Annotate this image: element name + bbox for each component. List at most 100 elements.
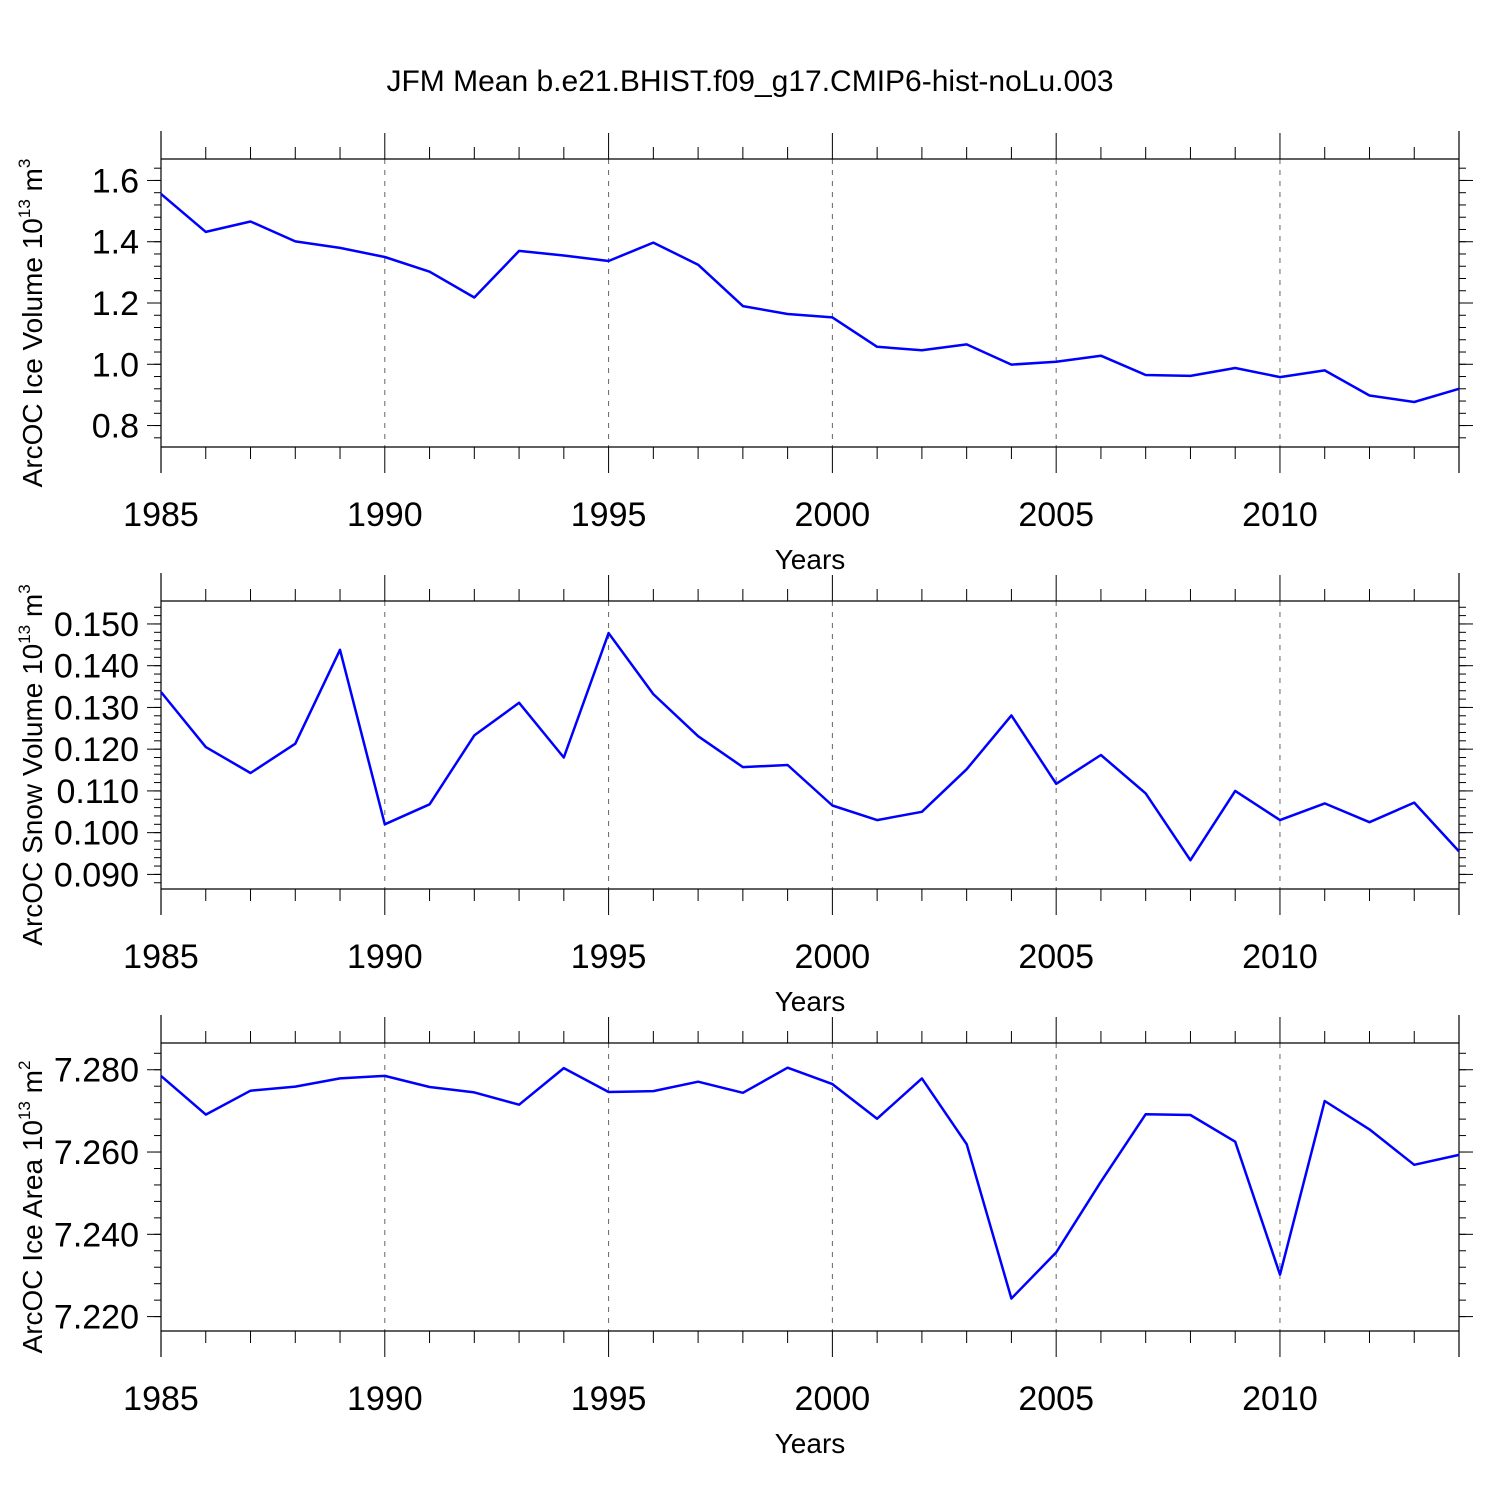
- data-point-snow: [204, 745, 208, 749]
- data-point-snow: [383, 822, 387, 826]
- x-tick-label: 2010: [1242, 1380, 1318, 1418]
- data-point-volume: [1233, 366, 1237, 370]
- x-tick-label: 2005: [1018, 938, 1094, 976]
- data-point-area: [472, 1090, 476, 1094]
- data-point-area: [1054, 1250, 1058, 1254]
- y-tick-label: 0.110: [56, 773, 139, 811]
- data-point-area: [338, 1076, 342, 1080]
- data-point-snow: [249, 771, 253, 775]
- data-point-snow: [875, 818, 879, 822]
- data-point-volume: [338, 246, 342, 250]
- y-tick-label: 0.100: [54, 815, 139, 853]
- data-point-snow: [1457, 849, 1461, 853]
- data-point-snow: [1233, 789, 1237, 793]
- data-point-area: [1099, 1180, 1103, 1184]
- data-point-snow: [830, 804, 834, 808]
- series-line-area: [160, 1066, 1460, 1300]
- x-tick-label: 2005: [1018, 1380, 1094, 1418]
- y-tick-label: 0.140: [54, 648, 139, 686]
- x-tick-label: 1985: [123, 1380, 199, 1418]
- data-point-area: [830, 1082, 834, 1086]
- data-point-volume: [875, 345, 879, 349]
- data-point-snow: [1054, 782, 1058, 786]
- x-tick-label: 1985: [123, 496, 199, 534]
- data-point-area: [204, 1113, 208, 1117]
- data-point-area: [1188, 1113, 1192, 1117]
- data-point-snow: [1188, 858, 1192, 862]
- data-point-volume: [517, 249, 521, 253]
- x-tick-label: 2010: [1242, 496, 1318, 534]
- x-tick-label: 2005: [1018, 496, 1094, 534]
- data-point-area: [1278, 1273, 1282, 1277]
- data-point-area: [696, 1080, 700, 1084]
- data-point-volume: [786, 312, 790, 316]
- y-tick-label: 1.6: [92, 162, 139, 200]
- data-point-area: [920, 1076, 924, 1080]
- x-tick-label: 2000: [795, 496, 871, 534]
- y-tick-label: 1.0: [92, 346, 139, 384]
- y-tick-label: 7.240: [54, 1216, 139, 1254]
- data-point-area: [159, 1074, 163, 1078]
- data-point-volume: [965, 342, 969, 346]
- data-point-volume: [1054, 360, 1058, 364]
- data-point-volume: [1323, 368, 1327, 372]
- data-point-volume: [1099, 354, 1103, 358]
- data-point-area: [1009, 1296, 1013, 1300]
- y-tick-label: 1.4: [92, 224, 139, 262]
- data-point-volume: [1367, 394, 1371, 398]
- data-point-volume: [830, 315, 834, 319]
- x-tick-label: 1990: [347, 1380, 423, 1418]
- data-point-volume: [204, 230, 208, 234]
- data-point-snow: [1278, 818, 1282, 822]
- y-axis-label: ArcOC Ice Area 1013 m2: [15, 1061, 48, 1354]
- panels: 0.8 1.0 1.2 1.4 1.6 1985 1990 1995 2000 2005 2010 Y…: [15, 131, 1473, 1459]
- data-point-snow: [1009, 713, 1013, 717]
- panel-volume: 0.8 1.0 1.2 1.4 1.6 1985 1990 1995 2000 2005 2010 Y…: [15, 131, 1473, 575]
- data-point-snow: [159, 690, 163, 694]
- data-point-area: [517, 1103, 521, 1107]
- y-tick-label: 0.8: [92, 408, 139, 446]
- y-tick-label: 0.130: [54, 689, 139, 727]
- data-point-snow: [293, 742, 297, 746]
- data-point-volume: [651, 241, 655, 245]
- data-point-volume: [472, 295, 476, 299]
- data-point-volume: [428, 270, 432, 274]
- data-point-area: [786, 1066, 790, 1070]
- data-point-volume: [1457, 387, 1461, 391]
- data-point-volume: [1144, 373, 1148, 377]
- y-tick-label: 7.220: [54, 1299, 139, 1337]
- y-tick-label: 7.260: [54, 1134, 139, 1172]
- y-tick-label: 0.120: [54, 731, 139, 769]
- x-tick-label: 1995: [571, 496, 647, 534]
- y-tick-label: 1.2: [92, 285, 139, 323]
- data-point-snow: [741, 765, 745, 769]
- data-point-volume: [383, 255, 387, 259]
- data-point-area: [562, 1066, 566, 1070]
- series-line-volume: [160, 192, 1460, 404]
- data-point-area: [965, 1142, 969, 1146]
- data-point-volume: [293, 239, 297, 243]
- data-point-area: [875, 1117, 879, 1121]
- data-point-volume: [562, 254, 566, 258]
- y-tick-label: 7.280: [54, 1052, 139, 1090]
- x-tick-label: 2000: [795, 1380, 871, 1418]
- data-point-snow: [472, 733, 476, 737]
- data-point-volume: [159, 192, 163, 196]
- x-tick-label: 1990: [347, 938, 423, 976]
- data-point-volume: [1412, 400, 1416, 404]
- x-tick-label: 2010: [1242, 938, 1318, 976]
- data-point-snow: [920, 810, 924, 814]
- y-axis-label: ArcOC Snow Volume 1013 m3: [15, 584, 48, 945]
- data-point-area: [607, 1090, 611, 1094]
- data-point-snow: [696, 734, 700, 738]
- x-tick-label: 1985: [123, 938, 199, 976]
- x-tick-label: 1995: [571, 938, 647, 976]
- data-point-volume: [1278, 375, 1282, 379]
- data-point-volume: [607, 259, 611, 263]
- x-axis-label: Years: [775, 1428, 846, 1459]
- data-point-volume: [920, 348, 924, 352]
- data-point-snow: [1099, 753, 1103, 757]
- data-point-volume: [249, 220, 253, 224]
